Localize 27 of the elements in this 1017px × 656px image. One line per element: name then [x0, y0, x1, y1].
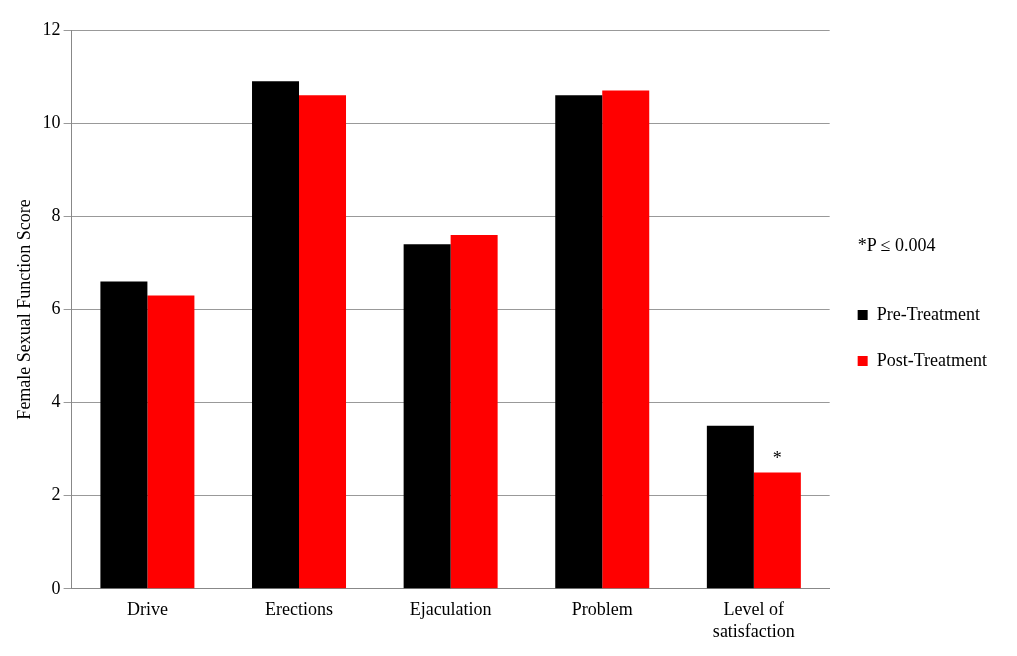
- x-tick-label: Problem: [571, 599, 633, 620]
- bar: [100, 281, 148, 589]
- y-tick-label: 12: [42, 18, 61, 39]
- y-tick-label: 4: [51, 391, 61, 412]
- bar: [147, 295, 195, 589]
- y-tick-label: 2: [51, 484, 61, 505]
- bar: [299, 95, 347, 589]
- y-tick-label: 0: [51, 577, 61, 598]
- x-tick-label: Erections: [265, 599, 334, 620]
- bar: [403, 244, 451, 589]
- annotation: *: [772, 448, 782, 469]
- bar: [602, 90, 650, 589]
- legend-label: Post-Treatment: [876, 349, 988, 370]
- y-tick-label: 10: [42, 111, 61, 132]
- bar: [753, 472, 801, 589]
- y-tick-label: 8: [51, 205, 61, 225]
- y-tick-label: 6: [51, 298, 61, 319]
- x-tick-label: Ejaculation: [409, 599, 492, 620]
- bar: [252, 81, 300, 589]
- x-tick-label: Level of satisfaction: [712, 599, 795, 641]
- bar: [555, 95, 603, 589]
- bar: [450, 234, 498, 589]
- text: *P ≤ 0.004: [857, 234, 936, 255]
- y-axis-title: Female Sexual Function Score: [13, 199, 34, 420]
- legend-label: Pre-Treatment: [876, 303, 980, 324]
- bar: [706, 425, 754, 589]
- x-tick-label: Drive: [126, 599, 168, 620]
